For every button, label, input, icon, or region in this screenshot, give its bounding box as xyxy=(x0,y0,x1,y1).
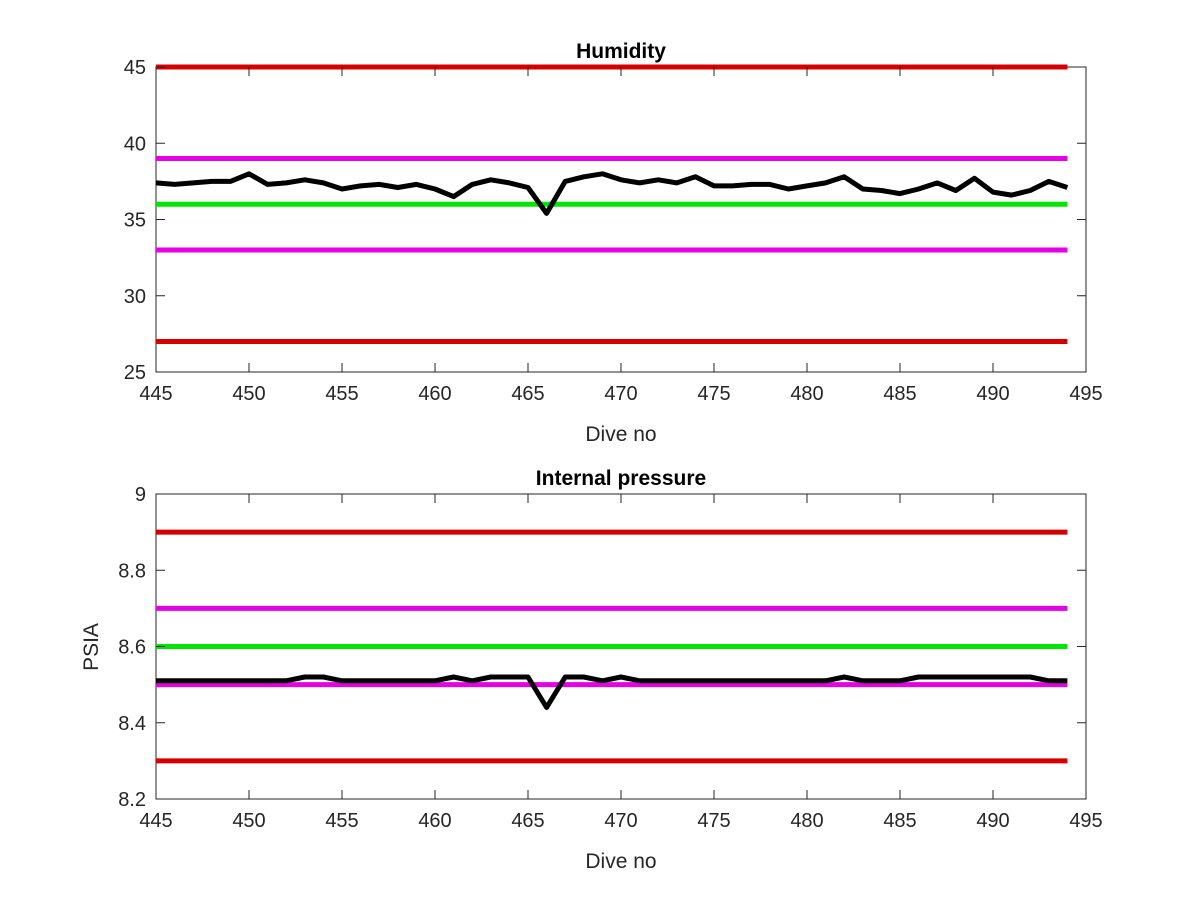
pressure-axes: 445 450 455 460 465 470 475 480 485 490 495 8.2 8.4… xyxy=(80,467,1103,873)
pressure-title: Internal pressure xyxy=(536,467,706,490)
humidity-plot-area xyxy=(155,66,1087,373)
x-tick-label: 485 xyxy=(883,383,916,405)
y-tick-label: 35 xyxy=(124,210,146,232)
humidity-y-ticks: 25 30 35 40 45 xyxy=(124,57,1086,384)
x-tick-label: 495 xyxy=(1069,810,1102,832)
pressure-x-ticks: 445 450 455 460 465 470 475 480 485 490 495 xyxy=(139,494,1103,832)
x-tick-label: 450 xyxy=(232,383,265,405)
humidity-x-ticks: 445 450 455 460 465 470 475 480 485 490 495 xyxy=(139,67,1103,405)
pressure-x-label: Dive no xyxy=(585,850,656,873)
x-tick-label: 470 xyxy=(604,810,637,832)
y-tick-label: 45 xyxy=(124,57,146,79)
x-tick-label: 480 xyxy=(790,810,823,832)
x-tick-label: 480 xyxy=(790,383,823,405)
y-tick-label: 8.6 xyxy=(118,637,146,659)
x-tick-label: 475 xyxy=(697,383,730,405)
pressure-y-label: PSIA xyxy=(80,623,103,671)
pressure-y-ticks: 8.2 8.4 8.6 8.8 9 xyxy=(118,484,1086,811)
humidity-series xyxy=(155,171,1069,216)
y-tick-label: 40 xyxy=(124,133,146,155)
humidity-measurement-line xyxy=(155,171,1069,216)
humidity-axes: 445 450 455 460 465 470 475 480 485 490 495 25 30 35… xyxy=(124,40,1103,446)
y-tick-label: 25 xyxy=(124,362,146,384)
pressure-threshold-lines xyxy=(156,529,1068,764)
x-tick-label: 490 xyxy=(976,810,1009,832)
x-tick-label: 460 xyxy=(418,810,451,832)
x-tick-label: 465 xyxy=(511,383,544,405)
pressure-measurement-line xyxy=(156,674,1068,710)
y-tick-label: 9 xyxy=(135,484,146,506)
humidity-x-label: Dive no xyxy=(585,423,656,446)
y-tick-label: 8.8 xyxy=(118,560,146,582)
x-tick-label: 475 xyxy=(697,810,730,832)
x-tick-label: 460 xyxy=(418,383,451,405)
humidity-title: Humidity xyxy=(576,40,666,63)
y-tick-label: 30 xyxy=(124,286,146,308)
x-tick-label: 470 xyxy=(604,383,637,405)
x-tick-label: 450 xyxy=(232,810,265,832)
pressure-series xyxy=(156,674,1068,710)
x-tick-label: 445 xyxy=(139,810,172,832)
x-tick-label: 445 xyxy=(139,383,172,405)
x-tick-label: 495 xyxy=(1069,383,1102,405)
x-tick-label: 455 xyxy=(325,810,358,832)
x-tick-label: 485 xyxy=(883,810,916,832)
x-tick-label: 490 xyxy=(976,383,1009,405)
x-tick-label: 465 xyxy=(511,810,544,832)
x-tick-label: 455 xyxy=(325,383,358,405)
y-tick-label: 8.2 xyxy=(118,789,146,811)
humidity-threshold-lines xyxy=(156,64,1068,344)
y-tick-label: 8.4 xyxy=(118,713,146,735)
